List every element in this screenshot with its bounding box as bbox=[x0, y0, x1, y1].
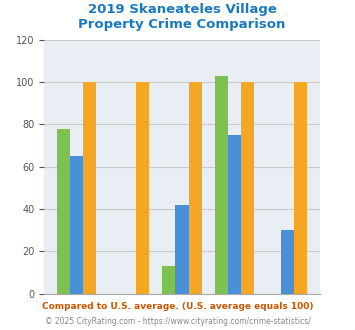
Bar bbox=[70, 156, 83, 294]
Text: © 2025 CityRating.com - https://www.cityrating.com/crime-statistics/: © 2025 CityRating.com - https://www.city… bbox=[45, 317, 310, 326]
Bar bbox=[57, 129, 70, 294]
Bar bbox=[162, 266, 175, 294]
Bar bbox=[281, 230, 294, 294]
Bar bbox=[241, 82, 254, 294]
Text: Compared to U.S. average. (U.S. average equals 100): Compared to U.S. average. (U.S. average … bbox=[42, 302, 313, 312]
Bar bbox=[215, 76, 228, 294]
Bar bbox=[189, 82, 202, 294]
Title: 2019 Skaneateles Village
Property Crime Comparison: 2019 Skaneateles Village Property Crime … bbox=[78, 4, 286, 31]
Bar bbox=[175, 205, 189, 294]
Bar bbox=[294, 82, 307, 294]
Bar bbox=[83, 82, 96, 294]
Bar bbox=[136, 82, 149, 294]
Bar bbox=[228, 135, 241, 294]
